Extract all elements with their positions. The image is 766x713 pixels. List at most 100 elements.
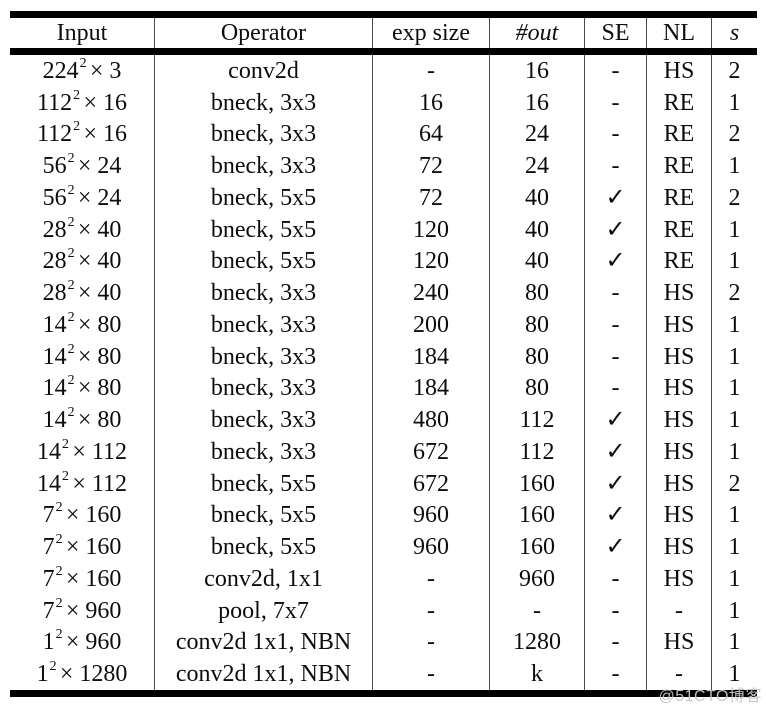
- stride-cell: 2: [712, 55, 757, 87]
- stride-cell: 2: [712, 182, 757, 214]
- stride-value: 1: [728, 89, 741, 116]
- nl-value: HS: [663, 343, 695, 370]
- input-rest: × 80: [77, 311, 122, 338]
- operator-value: conv2d 1x1, NBN: [175, 661, 352, 688]
- nl-value: HS: [663, 565, 695, 592]
- input-cell: 224 2 × 3: [10, 55, 155, 87]
- se-value: -: [611, 661, 620, 688]
- input-res: 56: [42, 153, 67, 180]
- input-res: 28: [42, 280, 67, 307]
- exp-size-value: 64: [419, 121, 443, 148]
- operator-cell: bneck, 3x3: [155, 340, 373, 373]
- nl-cell: RE: [647, 182, 712, 214]
- out-cell: 16: [490, 55, 585, 87]
- operator-cell: bneck, 3x3: [155, 404, 373, 436]
- stride-cell: 1: [712, 150, 757, 182]
- out-value: 40: [525, 248, 549, 275]
- nl-value: HS: [663, 311, 695, 338]
- exp-size-cell: 120: [373, 213, 490, 246]
- input-exp: 2: [55, 500, 63, 516]
- exp-size-cell: -: [373, 55, 490, 87]
- se-value: ✓: [605, 438, 626, 465]
- out-cell: 80: [490, 340, 585, 373]
- operator-value: bneck, 3x3: [210, 407, 317, 434]
- input-res: 28: [42, 216, 67, 243]
- se-value: ✓: [605, 248, 626, 275]
- operator-value: conv2d 1x1, NBN: [175, 629, 352, 656]
- table-row: 14 2 × 80 bneck, 3x3 184 80 - HS 1: [10, 372, 757, 405]
- operator-cell: bneck, 5x5: [155, 531, 373, 563]
- operator-cell: bneck, 3x3: [155, 86, 373, 119]
- out-cell: 40: [490, 213, 585, 246]
- input-exp: 2: [55, 595, 63, 611]
- out-cell: -: [490, 594, 585, 627]
- stride-cell: 1: [712, 436, 757, 468]
- exp-size-cell: 16: [373, 86, 490, 119]
- stride-cell: 1: [712, 627, 757, 659]
- operator-cell: bneck, 3x3: [155, 277, 373, 309]
- nl-value: HS: [663, 502, 695, 529]
- nl-cell: RE: [647, 86, 712, 119]
- se-cell: -: [585, 372, 647, 405]
- table-top-rule: [10, 11, 757, 18]
- table-row: 1 2 × 1280 conv2d 1x1, NBN - k - - 1: [10, 658, 757, 690]
- operator-cell: bneck, 5x5: [155, 213, 373, 246]
- operator-cell: bneck, 3x3: [155, 372, 373, 405]
- stride-cell: 1: [712, 309, 757, 341]
- out-cell: 80: [490, 309, 585, 341]
- stride-cell: 2: [712, 468, 757, 500]
- exp-size-cell: 72: [373, 150, 490, 182]
- input-exp: 2: [67, 405, 75, 421]
- se-value: ✓: [605, 534, 626, 561]
- table-row: 112 2 × 16 bneck, 3x3 64 24 - RE 2: [10, 118, 757, 151]
- table-row: 7 2 × 160 bneck, 5x5 960 160 ✓ HS 1: [10, 499, 757, 532]
- nl-value: RE: [663, 89, 695, 116]
- input-cell: 14 2 × 112: [10, 467, 155, 500]
- nl-cell: HS: [647, 626, 712, 659]
- out-cell: 112: [490, 436, 585, 468]
- stride-value: 1: [728, 248, 741, 275]
- out-value: 160: [519, 502, 555, 529]
- input-exp: 2: [67, 214, 75, 230]
- table-row: 28 2 × 40 bneck, 5x5 120 40 ✓ RE 1: [10, 213, 757, 246]
- se-cell: ✓: [585, 245, 647, 278]
- nl-value: HS: [663, 280, 695, 307]
- stride-value: 1: [728, 343, 741, 370]
- out-value: k: [531, 661, 543, 688]
- input-rest: × 160: [65, 502, 122, 529]
- nl-value: HS: [663, 375, 695, 402]
- stride-value: 1: [728, 216, 741, 243]
- nl-value: RE: [663, 121, 695, 148]
- exp-size-value: 120: [413, 216, 449, 243]
- input-exp: 2: [73, 119, 81, 135]
- operator-value: bneck, 3x3: [210, 89, 317, 116]
- stride-value: 2: [728, 121, 741, 148]
- operator-value: bneck, 3x3: [210, 121, 317, 148]
- operator-cell: bneck, 3x3: [155, 150, 373, 182]
- input-res: 14: [37, 438, 62, 465]
- input-res: 7: [42, 534, 55, 561]
- se-value: ✓: [605, 184, 626, 211]
- stride-cell: 1: [712, 341, 757, 373]
- se-cell: ✓: [585, 404, 647, 436]
- input-cell: 112 2 × 16: [10, 118, 155, 151]
- input-res: 56: [42, 184, 67, 211]
- exp-size-value: 960: [413, 534, 449, 561]
- table-row: 14 2 × 80 bneck, 3x3 200 80 - HS 1: [10, 309, 757, 341]
- input-cell: 14 2 × 80: [10, 404, 155, 436]
- se-value: ✓: [605, 470, 626, 497]
- input-exp: 2: [67, 341, 75, 357]
- table-row: 14 2 × 112 bneck, 5x5 672 160 ✓ HS 2: [10, 467, 757, 500]
- stride-value: 2: [728, 57, 741, 84]
- exp-size-value: -: [427, 597, 435, 624]
- nl-cell: HS: [647, 309, 712, 341]
- out-value: 960: [519, 565, 555, 592]
- table-body: 224 2 × 3 conv2d - 16 - HS 2 112 2 × 16 bnec…: [10, 55, 757, 697]
- input-cell: 14 2 × 112: [10, 436, 155, 468]
- exp-size-value: -: [427, 629, 435, 656]
- table-row: 224 2 × 3 conv2d - 16 - HS 2: [10, 55, 757, 87]
- exp-size-value: -: [427, 661, 435, 688]
- stride-value: 1: [728, 502, 741, 529]
- se-cell: -: [585, 594, 647, 627]
- nl-cell: HS: [647, 436, 712, 468]
